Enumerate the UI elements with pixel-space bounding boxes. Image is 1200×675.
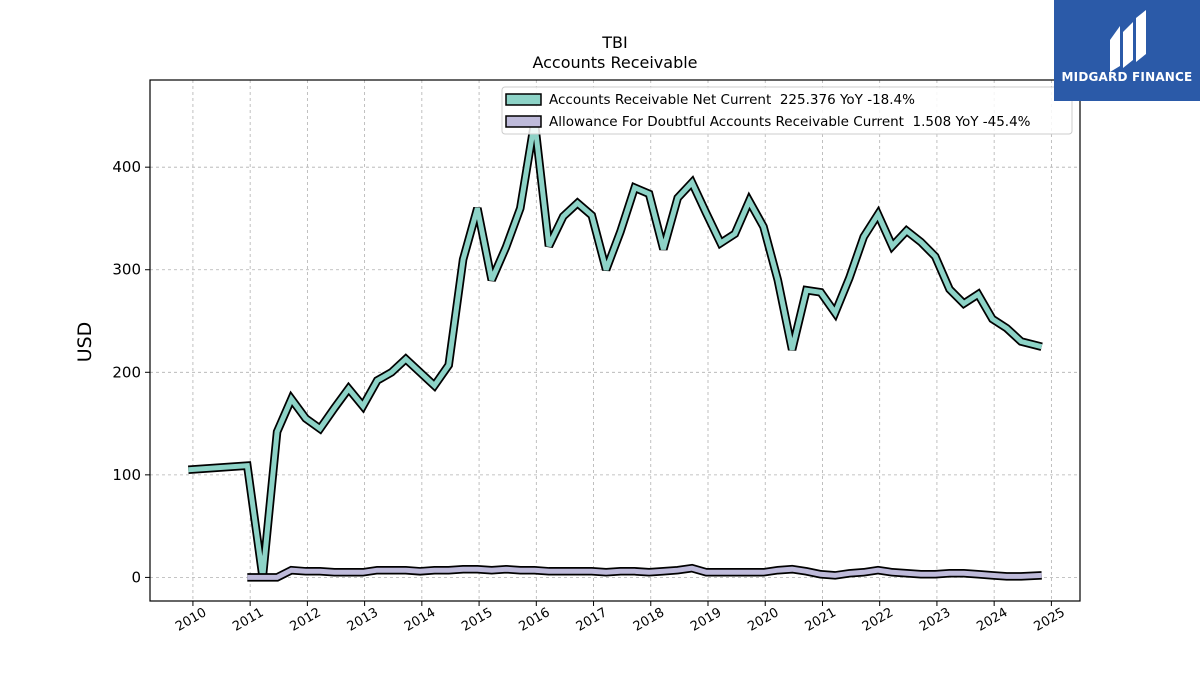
legend-box [501,86,1073,135]
midgard-finance-logo-icon [1110,10,1146,72]
series-outline-0 [188,120,1043,578]
y-tick-label: 100 [112,466,141,484]
brand-logo: MIDGARD FINANCE [1054,0,1200,101]
ticks: 2010 2011 2012 2013 2014 2015 2016 2017 2018 2019… [112,158,1067,635]
chart-title: TBI [601,33,627,52]
legend-swatch-accounts-receivable [505,93,542,106]
y-tick-label: 0 [131,568,141,586]
y-tick-label: 200 [112,363,141,381]
x-tick-label: 2025 [1032,605,1068,635]
x-tick-label: 2017 [574,605,610,635]
series-line-1 [247,565,1042,580]
x-tick-label: 2013 [345,605,381,635]
x-tick-label: 2012 [288,605,324,635]
x-tick-label: 2022 [860,605,896,635]
x-tick-label: 2015 [459,605,495,635]
x-tick-label: 2024 [974,605,1010,635]
y-axis-label: USD [74,322,96,363]
legend-label-allowance: Allowance For Doubtful Accounts Receivab… [549,114,1031,130]
legend-swatch-allowance [505,115,542,128]
x-tick-label: 2010 [173,605,209,635]
x-tick-label: 2023 [917,605,953,635]
x-tick-label: 2018 [631,605,667,635]
grid [150,80,1080,601]
legend: Accounts Receivable Net Current 225.376 … [501,86,1073,135]
x-tick-label: 2020 [745,605,781,635]
legend-label-accounts-receivable: Accounts Receivable Net Current 225.376 … [549,92,915,108]
x-tick-label: 2021 [803,605,839,635]
plot-frame [149,79,1081,602]
chart-subtitle: Accounts Receivable [532,53,697,72]
x-tick-label: 2019 [688,605,724,635]
series-line-0 [188,120,1043,578]
series-layer [188,120,1043,582]
brand-name: MIDGARD FINANCE [1061,70,1193,84]
x-tick-label: 2014 [402,605,438,635]
y-tick-label: 400 [112,158,141,176]
x-tick-label: 2016 [516,605,552,635]
x-tick-label: 2011 [230,605,266,635]
y-tick-label: 300 [112,261,141,279]
